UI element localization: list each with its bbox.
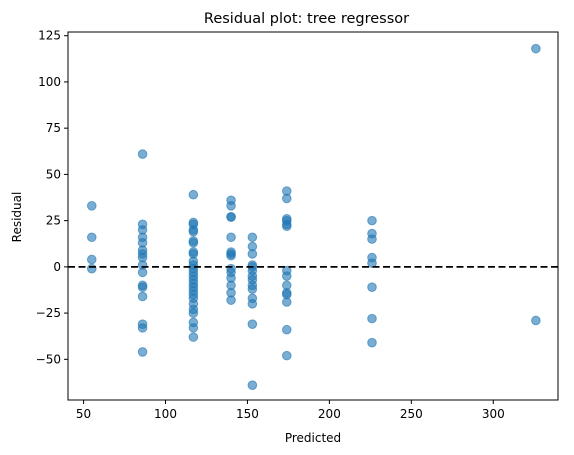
scatter-point [531,43,541,54]
x-tick-label: 200 [318,407,341,421]
y-tick-label: 25 [46,214,61,228]
scatter-point [188,323,199,333]
scatter-point [281,221,292,231]
y-tick-label: 50 [46,167,61,181]
y-tick-label: 125 [38,29,61,43]
scatter-point [281,271,292,281]
x-tick-label: 250 [400,407,423,421]
scatter-point [226,212,236,222]
x-axis: 50 100 150 200 250 300 [76,400,505,421]
plot-frame [67,31,559,401]
scatter-point [247,299,258,309]
scatter-point [188,308,199,318]
scatter-point [137,282,148,292]
scatter-point [188,189,199,200]
scatter-point [281,350,292,361]
y-tick-label: 100 [38,75,61,89]
scatter-point [367,313,377,324]
scatter-point [86,254,97,265]
scatter-point [367,234,377,244]
scatter-point [226,201,236,211]
scatter-point [247,232,258,243]
scatter-point [247,319,258,329]
scatter-point [86,201,97,211]
points-layer [86,43,541,391]
scatter-point [137,149,148,159]
scatter-point [188,238,199,248]
y-tick-label: 75 [46,121,61,135]
scatter-point [367,215,377,226]
scatter-point [531,315,541,326]
scatter-point [367,258,377,268]
scatter-point [137,291,148,302]
scatter-point [188,332,199,342]
scatter-point [137,323,148,333]
y-tick-label: 0 [53,260,61,274]
x-tick-label: 300 [482,407,505,421]
scatter-point [247,284,258,294]
scatter-point [137,267,148,278]
scatter-point [188,226,199,237]
x-tick-label: 100 [154,407,177,421]
scatter-point [86,263,97,274]
x-tick-label: 150 [236,407,259,421]
scatter-point [281,297,292,307]
y-tick-label: −25 [36,306,61,320]
scatter-point [226,250,236,261]
y-axis: −50 −25 0 25 50 75 100 125 [36,29,68,366]
scatter-point [367,282,377,292]
x-tick-label: 50 [76,407,91,421]
scatter-point [86,232,97,243]
y-tick-label: −50 [36,352,61,366]
y-axis-label: Residual [10,192,24,243]
scatter-point [247,380,258,391]
scatter-point [281,324,292,335]
scatter-point [226,295,236,305]
scatter-point [367,337,377,348]
chart-title: Residual plot: tree regressor [204,11,409,27]
scatter-point [247,249,258,259]
scatter-point [226,232,236,243]
scatter-point [281,193,292,204]
x-axis-label: Predicted [285,431,341,445]
scatter-point [137,347,148,357]
